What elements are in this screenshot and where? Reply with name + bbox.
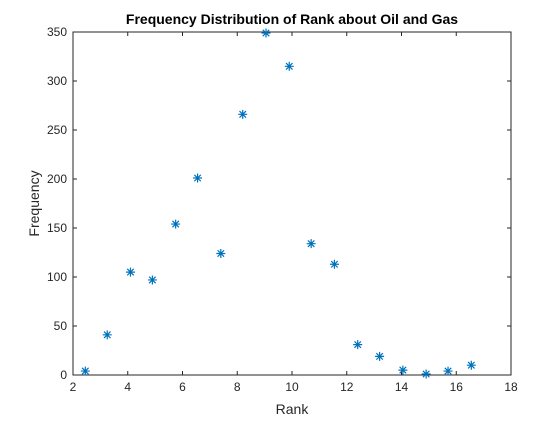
tick-labels: 2 4 6 8 10 12 14 16 18 0 50 100 150 200 250 300 350 xyxy=(47,25,518,394)
axes-background xyxy=(73,32,511,375)
data-point xyxy=(238,109,248,119)
data-point xyxy=(125,267,135,277)
y-tick-label: 50 xyxy=(54,319,68,333)
data-point xyxy=(171,219,181,229)
data-point xyxy=(216,248,226,258)
data-point xyxy=(80,366,90,376)
chart-title: Frequency Distribution of Rank about Oil… xyxy=(126,11,458,27)
x-axis-label: Rank xyxy=(276,401,310,417)
data-point xyxy=(398,365,408,375)
y-tick-label: 350 xyxy=(47,25,67,39)
data-point xyxy=(466,360,476,370)
x-tick-label: 18 xyxy=(504,380,518,394)
x-tick-label: 8 xyxy=(234,380,241,394)
y-tick-label: 150 xyxy=(47,221,67,235)
data-point xyxy=(353,340,363,350)
x-tick-label: 16 xyxy=(450,380,464,394)
x-tick-label: 12 xyxy=(340,380,354,394)
x-tick-label: 14 xyxy=(395,380,409,394)
y-tick-label: 100 xyxy=(47,270,67,284)
y-tick-label: 0 xyxy=(60,368,67,382)
x-tick-label: 2 xyxy=(70,380,77,394)
data-point xyxy=(147,275,157,285)
y-tick-label: 250 xyxy=(47,123,67,137)
data-point xyxy=(329,259,339,269)
x-tick-label: 10 xyxy=(285,380,299,394)
data-point xyxy=(102,330,112,340)
data-point xyxy=(421,369,431,379)
data-points xyxy=(80,28,476,379)
y-tick-label: 200 xyxy=(47,172,67,186)
data-point xyxy=(193,173,203,183)
data-point xyxy=(375,351,385,361)
x-tick-label: 4 xyxy=(124,380,131,394)
axes-box xyxy=(72,31,512,376)
x-tick-label: 6 xyxy=(179,380,186,394)
data-point xyxy=(306,239,316,249)
data-point xyxy=(443,366,453,376)
y-axis-label: Frequency xyxy=(26,170,42,236)
data-point xyxy=(261,28,271,38)
y-tick-label: 300 xyxy=(47,74,67,88)
data-point xyxy=(284,61,294,71)
